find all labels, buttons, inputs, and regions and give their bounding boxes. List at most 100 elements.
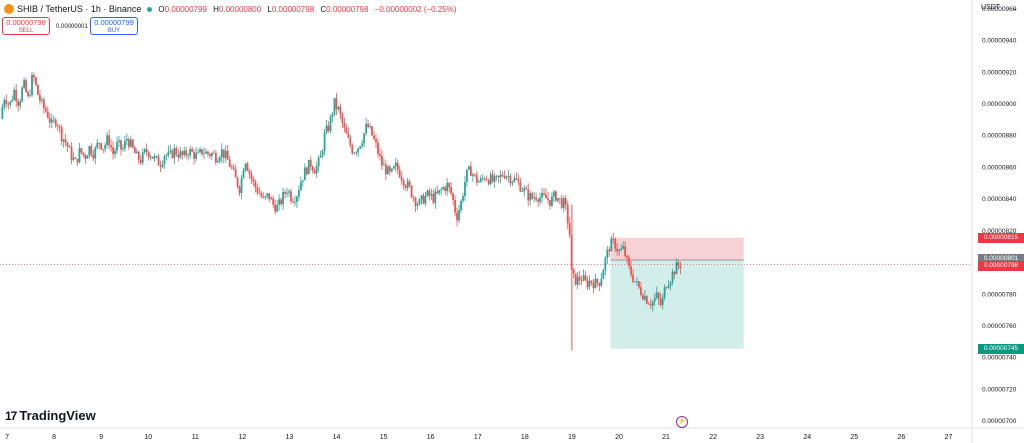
candle-body xyxy=(606,249,609,258)
candle-body xyxy=(7,103,10,105)
candle-body xyxy=(369,126,371,128)
candle-body xyxy=(576,276,579,285)
candle-body xyxy=(416,204,419,206)
candle-body xyxy=(262,196,265,198)
candle-body xyxy=(390,168,393,172)
candle-body xyxy=(604,257,607,271)
candle-body xyxy=(167,151,170,155)
candle-body xyxy=(319,155,322,158)
candle-body xyxy=(108,135,111,146)
candle-body xyxy=(458,210,460,221)
candle-body xyxy=(361,143,364,147)
time-tick-label: 18 xyxy=(521,434,529,441)
candle-body xyxy=(209,154,211,157)
candle-body xyxy=(485,179,488,181)
candle-body xyxy=(578,276,581,281)
chevron-down-icon[interactable]: ⌄ xyxy=(1012,5,1018,12)
time-tick-label: 8 xyxy=(52,434,56,441)
candle-body xyxy=(572,269,575,274)
candle-body xyxy=(626,255,628,258)
candle-body xyxy=(497,175,500,178)
candle-body xyxy=(189,148,192,156)
candle-body xyxy=(5,100,8,104)
candle-body xyxy=(444,187,447,192)
candle-body xyxy=(495,175,498,177)
candle-body xyxy=(135,151,138,154)
candle-body xyxy=(305,167,308,175)
candle-body xyxy=(640,287,642,295)
candle-body xyxy=(129,139,132,147)
price-tick-label: 0.00000860 xyxy=(982,164,1017,171)
candle-body xyxy=(276,204,279,212)
time-axis: 7 8 9 10 11 12 13 14 15 16 17 18 19 20 21 22 23 24 25 26 27 xyxy=(0,427,1024,441)
candle-body xyxy=(161,163,164,167)
candle-body xyxy=(114,150,116,155)
candle-body xyxy=(48,117,51,123)
candle-body xyxy=(11,99,14,102)
candle-body xyxy=(151,156,154,159)
candle-body xyxy=(371,126,373,136)
currency-selector[interactable]: USDT xyxy=(981,4,1001,11)
candle-body xyxy=(260,193,263,197)
candle-body xyxy=(624,246,626,256)
price-tick-label: 0.00000720 xyxy=(982,386,1017,393)
time-tick-label: 10 xyxy=(144,434,152,441)
candle-body xyxy=(313,170,316,174)
candle-body xyxy=(207,151,209,155)
tradingview-logo[interactable]: 17 TradingView xyxy=(5,408,96,423)
candle-body xyxy=(230,166,233,168)
candle-body xyxy=(596,278,599,283)
candle-body xyxy=(351,145,354,154)
candle-body xyxy=(181,151,184,156)
candle-body xyxy=(667,285,670,289)
candle-body xyxy=(212,153,215,154)
candle-body xyxy=(355,152,358,154)
candle-body xyxy=(643,296,646,300)
candle-body xyxy=(46,111,49,118)
time-tick-label: 15 xyxy=(380,434,388,441)
time-tick-label: 16 xyxy=(427,434,435,441)
candle-body xyxy=(379,153,381,156)
candle-body xyxy=(31,75,33,96)
sell-label: SELL xyxy=(18,28,34,34)
close-value: 0.00000798 xyxy=(326,4,369,14)
symbol-header: SHIB / TetherUS · 1h · Binance O0.000007… xyxy=(4,2,461,16)
candle-body xyxy=(127,139,130,147)
candle-body xyxy=(214,153,217,163)
symbol-title[interactable]: SHIB / TetherUS · 1h · Binance xyxy=(17,4,142,14)
candle-body xyxy=(66,142,69,148)
candle-body xyxy=(641,294,644,300)
candle-body xyxy=(173,148,176,158)
candle-body xyxy=(420,195,423,200)
candle-body xyxy=(610,238,613,252)
candle-body xyxy=(475,174,478,183)
candle-body xyxy=(68,146,71,148)
time-tick-label: 11 xyxy=(192,434,199,441)
candle-body xyxy=(64,139,67,143)
candle-body xyxy=(657,292,660,299)
candle-body xyxy=(50,119,53,123)
sell-button[interactable]: 0.00000798 SELL xyxy=(2,17,50,35)
price-axis: 0.00000960 0.00000940 0.00000920 0.00000900… xyxy=(971,0,1017,443)
candle-body xyxy=(337,107,340,110)
candle-body xyxy=(454,199,456,213)
candle-body xyxy=(112,147,114,155)
candle-body xyxy=(254,181,257,188)
candle-body xyxy=(133,147,136,154)
candle-body xyxy=(481,178,484,180)
buy-button[interactable]: 0.00000799 BUY xyxy=(90,17,138,35)
candle-body xyxy=(359,146,362,149)
candle-body xyxy=(84,155,87,159)
candle-body xyxy=(171,150,174,158)
candle-body xyxy=(288,191,290,193)
candle-body xyxy=(580,280,583,282)
candle-body xyxy=(118,140,120,143)
low-value: 0.00000798 xyxy=(271,4,315,14)
candle-body xyxy=(547,198,549,200)
candle-body xyxy=(412,197,415,199)
candle-body xyxy=(519,181,522,192)
candle-body xyxy=(566,204,569,224)
flash-icon[interactable]: ⚡ xyxy=(676,416,688,428)
candle-body xyxy=(278,199,281,205)
